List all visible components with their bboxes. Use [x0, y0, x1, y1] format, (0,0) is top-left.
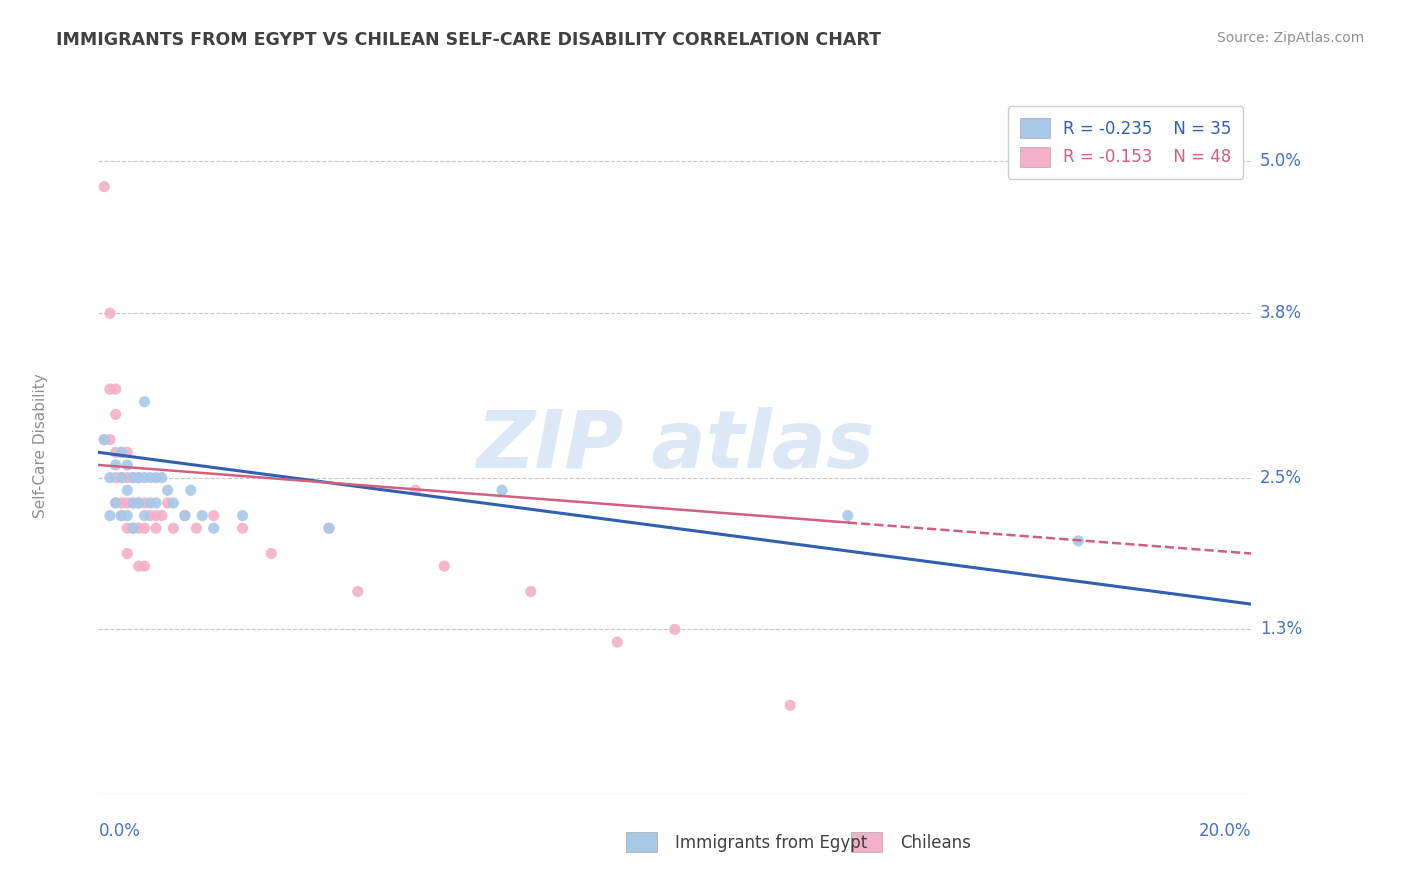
Point — [405, 483, 427, 498]
Point — [260, 547, 283, 561]
Point — [128, 470, 150, 484]
Point — [202, 521, 225, 535]
Point — [128, 496, 150, 510]
Point — [134, 559, 156, 574]
Point — [117, 496, 138, 510]
Point — [837, 508, 859, 523]
Point — [110, 496, 132, 510]
Text: ZIP atlas: ZIP atlas — [475, 407, 875, 485]
Point — [134, 470, 156, 484]
Point — [128, 521, 150, 535]
Text: Immigrants from Egypt: Immigrants from Egypt — [675, 834, 868, 852]
Point — [134, 521, 156, 535]
Point — [139, 496, 162, 510]
Point — [117, 445, 138, 459]
Point — [98, 433, 121, 447]
Text: 20.0%: 20.0% — [1199, 822, 1251, 839]
Point — [110, 508, 132, 523]
Point — [139, 470, 162, 484]
Text: IMMIGRANTS FROM EGYPT VS CHILEAN SELF-CARE DISABILITY CORRELATION CHART: IMMIGRANTS FROM EGYPT VS CHILEAN SELF-CA… — [56, 31, 882, 49]
Legend: R = -0.235    N = 35, R = -0.153    N = 48: R = -0.235 N = 35, R = -0.153 N = 48 — [1008, 106, 1243, 178]
Text: 5.0%: 5.0% — [1260, 153, 1302, 170]
Point — [104, 496, 127, 510]
Point — [122, 470, 145, 484]
Point — [110, 445, 132, 459]
Point — [117, 547, 138, 561]
Point — [104, 382, 127, 396]
Point — [98, 306, 121, 320]
Point — [98, 382, 121, 396]
Text: Chileans: Chileans — [900, 834, 970, 852]
Point — [122, 521, 145, 535]
Point — [231, 521, 254, 535]
Text: 2.5%: 2.5% — [1260, 468, 1302, 487]
Point — [664, 623, 686, 637]
Point — [117, 521, 138, 535]
Point — [433, 559, 456, 574]
Point — [93, 433, 115, 447]
Point — [318, 521, 340, 535]
Point — [110, 470, 132, 484]
Point — [104, 458, 127, 472]
Point — [606, 635, 628, 649]
Point — [779, 698, 801, 713]
Point — [98, 508, 121, 523]
Point — [93, 433, 115, 447]
Point — [117, 508, 138, 523]
Point — [145, 470, 167, 484]
Point — [180, 483, 202, 498]
Point — [104, 496, 127, 510]
Point — [174, 508, 197, 523]
Point — [128, 470, 150, 484]
Point — [117, 470, 138, 484]
Text: 0.0%: 0.0% — [98, 822, 141, 839]
Text: Source: ZipAtlas.com: Source: ZipAtlas.com — [1216, 31, 1364, 45]
Point — [117, 483, 138, 498]
Point — [93, 179, 115, 194]
Point — [128, 496, 150, 510]
Point — [128, 559, 150, 574]
Point — [134, 394, 156, 409]
Point — [150, 470, 173, 484]
Point — [1067, 533, 1090, 548]
Point — [346, 584, 368, 599]
Point — [156, 496, 179, 510]
Point — [174, 508, 197, 523]
Point — [134, 508, 156, 523]
Point — [186, 521, 208, 535]
Point — [231, 508, 254, 523]
Point — [117, 458, 138, 472]
Point — [145, 508, 167, 523]
Point — [122, 470, 145, 484]
Point — [104, 470, 127, 484]
Point — [104, 445, 127, 459]
Point — [122, 496, 145, 510]
Point — [104, 408, 127, 422]
Point — [98, 470, 121, 484]
Point — [122, 496, 145, 510]
Point — [202, 508, 225, 523]
Point — [318, 521, 340, 535]
Point — [110, 470, 132, 484]
Point — [145, 521, 167, 535]
Point — [139, 508, 162, 523]
Point — [145, 496, 167, 510]
Point — [491, 483, 513, 498]
Point — [162, 496, 184, 510]
Point — [110, 445, 132, 459]
Point — [134, 496, 156, 510]
Text: 1.3%: 1.3% — [1260, 621, 1302, 639]
Point — [162, 521, 184, 535]
Point — [191, 508, 214, 523]
Point — [150, 508, 173, 523]
Point — [520, 584, 543, 599]
Text: Self-Care Disability: Self-Care Disability — [32, 374, 48, 518]
Point — [110, 508, 132, 523]
Point — [156, 483, 179, 498]
Point — [122, 521, 145, 535]
Text: 3.8%: 3.8% — [1260, 304, 1302, 322]
